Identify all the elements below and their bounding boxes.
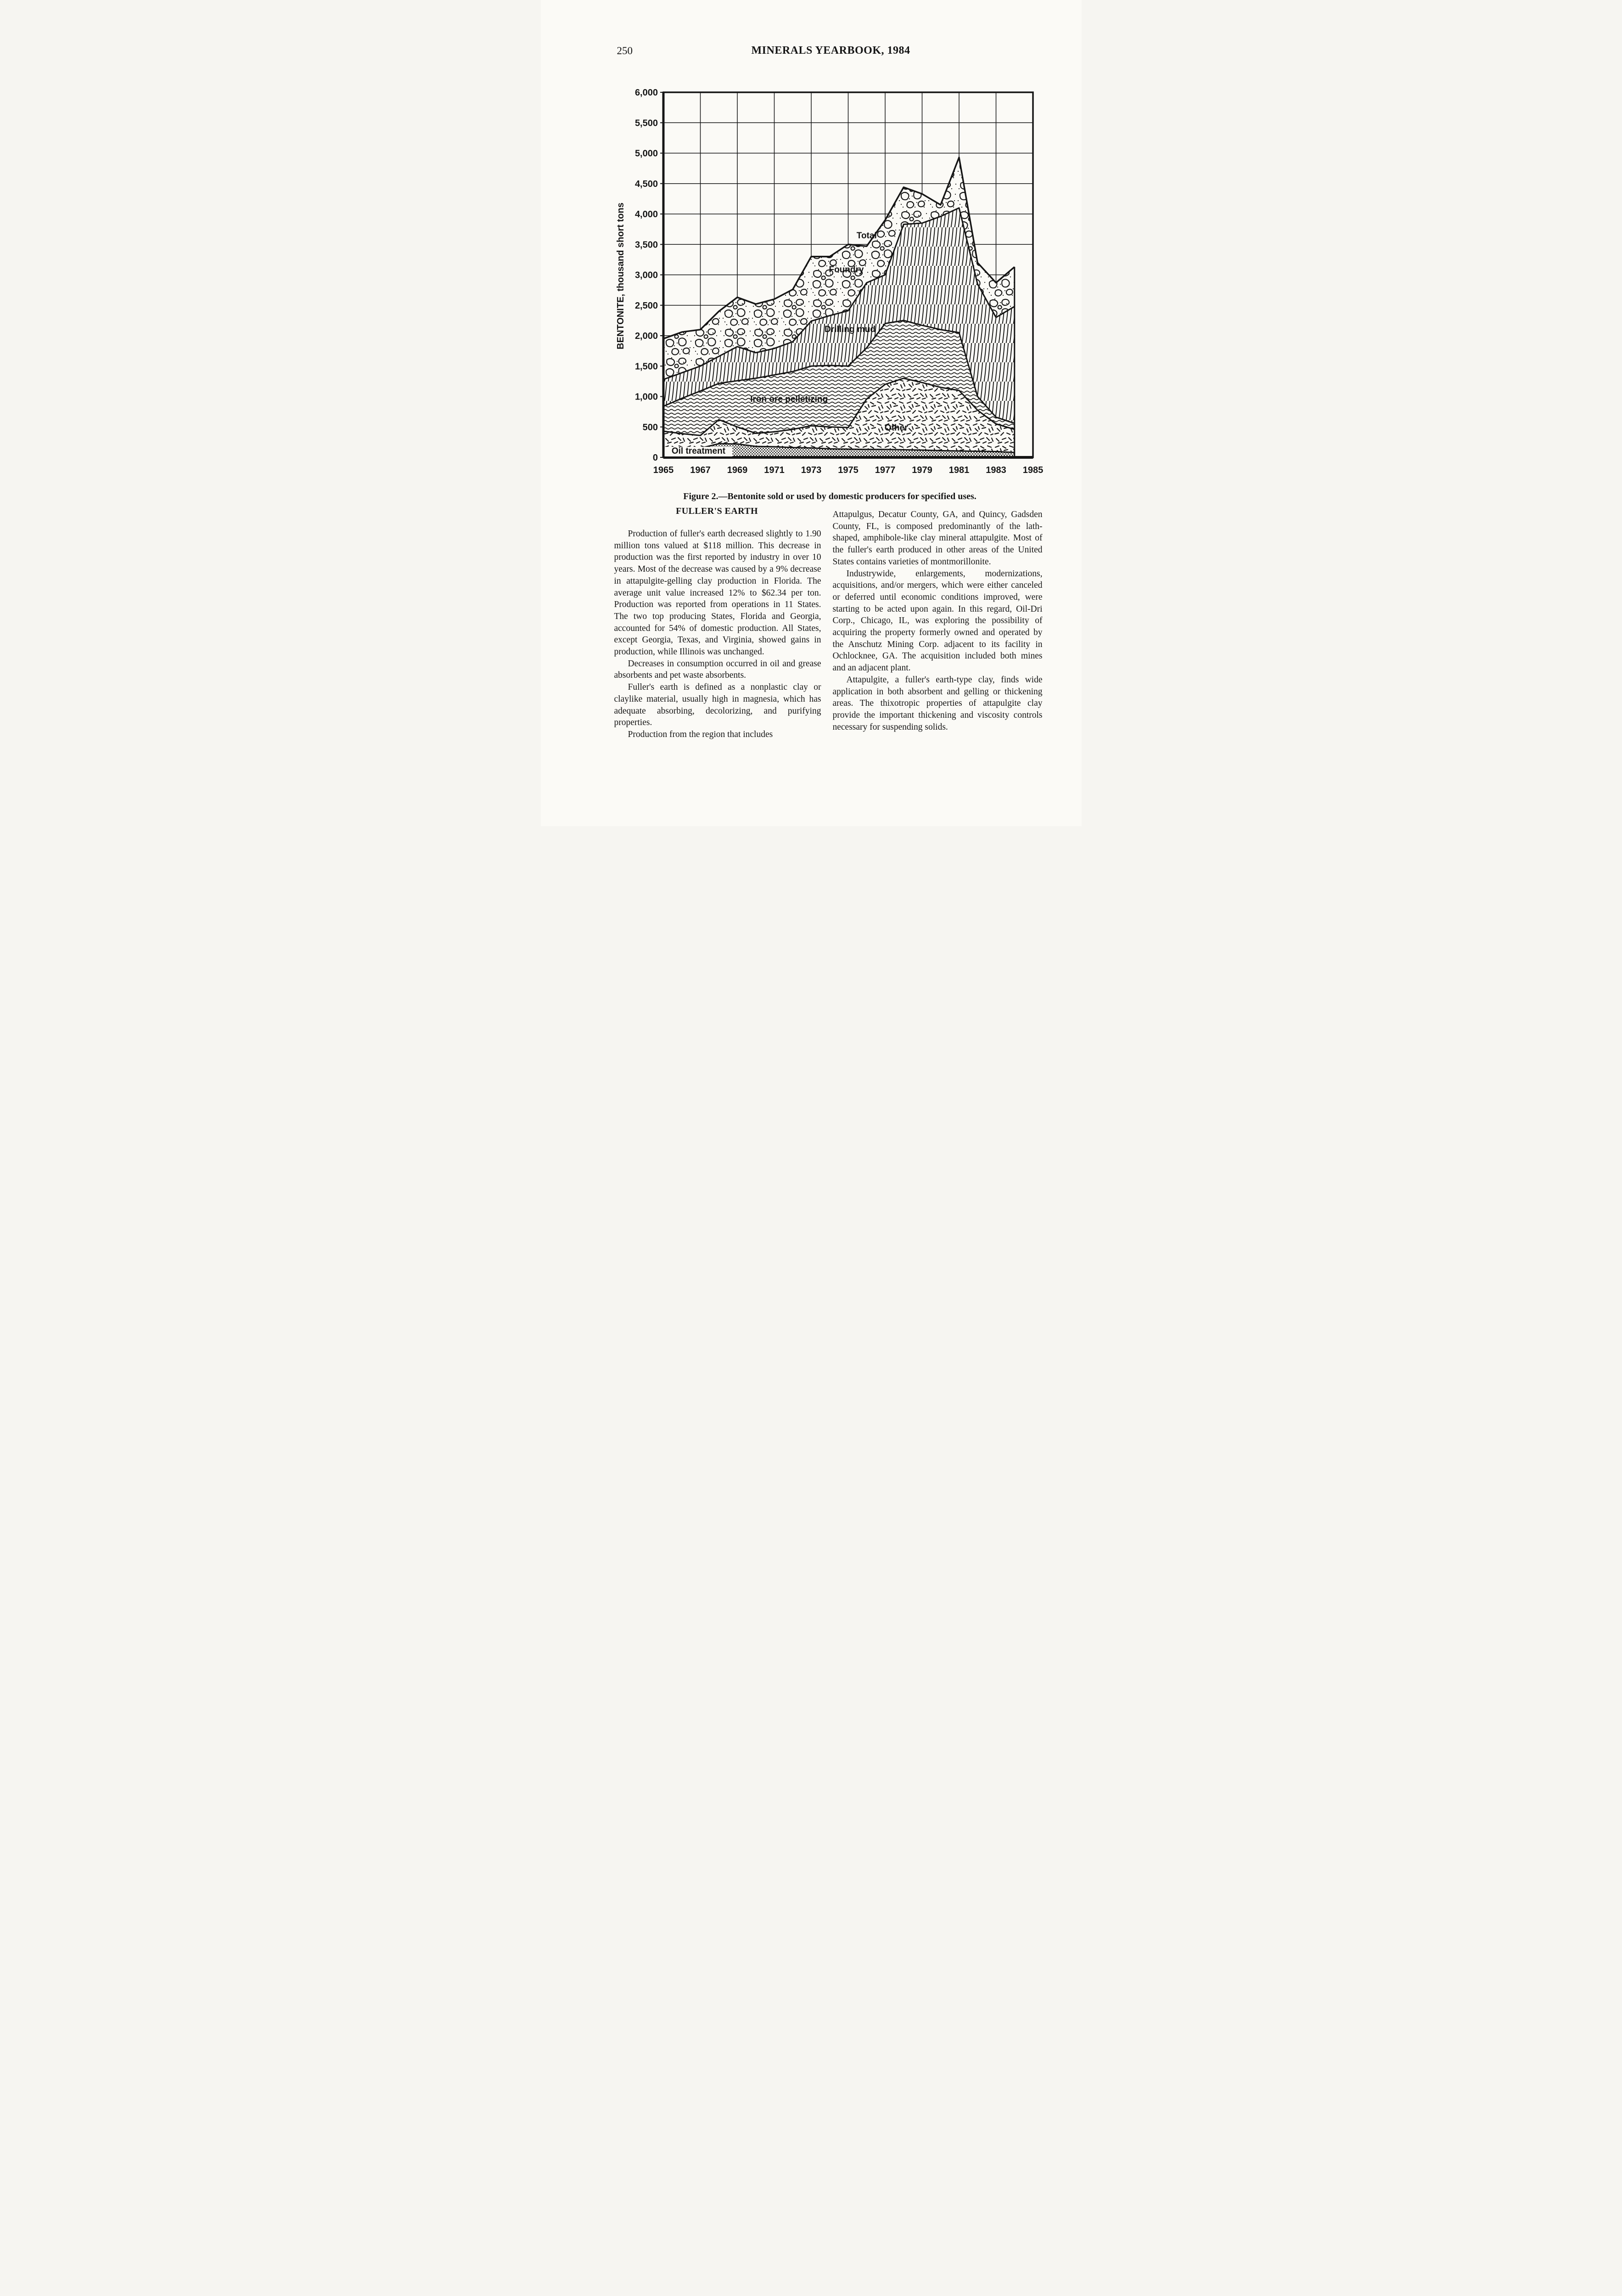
svg-text:5,500: 5,500 [634,118,657,128]
svg-text:1973: 1973 [801,465,821,475]
paragraph: Production of fuller's earth decreased s… [614,529,821,657]
y-axis: 0 500 1,000 1,500 2,000 2,500 3,000 3,500 4,000 4… [634,88,663,463]
series-label: Drilling mud [825,325,876,334]
band-pebbles [663,157,1015,380]
paragraph: Attapulgus, Decatur County, GA, and Quin… [832,510,1043,567]
series-labels: Total Foundry Drilling mud Iron ore pelleti… [664,231,908,457]
svg-text:1967: 1967 [690,465,711,475]
paragraph: Fuller's earth is defined as a nonplasti… [614,682,821,728]
svg-text:1975: 1975 [838,465,859,475]
svg-text:3,500: 3,500 [634,240,657,250]
plot-area: 0 500 1,000 1,500 2,000 2,500 3,000 3,500 4,000 4… [634,88,1043,475]
svg-text:3,000: 3,000 [634,270,657,281]
left-column: Production of fuller's earth decreased s… [614,528,821,741]
svg-text:4,000: 4,000 [634,209,657,219]
stacked-bands [663,157,1015,457]
svg-text:1971: 1971 [764,465,785,475]
page-header: MINERALS YEARBOOK, 1984 [751,45,910,56]
series-label: Oil treatment [671,446,725,456]
boundary-line [663,443,1015,453]
band-halftone [663,444,1015,457]
svg-text:1981: 1981 [949,465,969,475]
paragraph: Industrywide, enlargements, modernizatio… [832,568,1043,673]
band-confetti [663,378,1015,453]
figure-caption: Figure 2.—Bentonite sold or used by dome… [683,491,977,501]
x-axis: 1965 1967 1969 1971 1973 1975 1977 1979 1981 1983… [653,465,1043,475]
svg-text:500: 500 [642,422,657,433]
chart-svg: 0 500 1,000 1,500 2,000 2,500 3,000 3,500 4,000 4… [616,88,1043,475]
paragraph: Decreases in consumption occurred in oil… [614,658,821,681]
section-heading: FULLER'S EARTH [676,506,758,516]
svg-text:1965: 1965 [653,465,673,475]
right-column: Attapulgus, Decatur County, GA, and Quin… [833,509,1043,733]
band-waves [663,320,1015,436]
boundary-line [662,320,1015,424]
svg-text:1969: 1969 [727,465,747,475]
boundary-line [662,207,1015,380]
svg-text:1985: 1985 [1022,465,1043,475]
svg-text:5,000: 5,000 [634,149,657,159]
svg-text:1979: 1979 [912,465,932,475]
svg-text:1977: 1977 [875,465,895,475]
svg-text:1,000: 1,000 [634,392,657,402]
paragraph: Attapulgite, a fuller's earth-type clay,… [832,675,1043,732]
series-label: Total [856,231,876,241]
page-number: 250 [617,45,633,56]
y-axis-title: BENTONITE, thousand short tons [616,203,626,349]
band-hatch [663,208,1015,423]
series-label: Other [884,423,908,433]
svg-text:2,000: 2,000 [634,331,657,341]
svg-text:2,500: 2,500 [634,301,657,311]
svg-text:0: 0 [652,453,657,463]
svg-text:1,500: 1,500 [634,361,657,371]
document-page: 250 MINERALS YEARBOOK, 1984 0 500 1,000 1,5… [540,0,1082,826]
series-label: Foundry [829,265,864,275]
boundary-line [663,377,1015,436]
figure2-bentonite-chart: 0 500 1,000 1,500 2,000 2,500 3,000 3,500 4,000 4… [610,85,1050,484]
series-label: Iron ore pelletizing [750,394,828,404]
paragraph: Production from the region that includes [628,729,773,739]
total-line [662,157,1015,340]
svg-text:4,500: 4,500 [634,179,657,189]
svg-text:6,000: 6,000 [634,88,657,98]
svg-text:1983: 1983 [986,465,1006,475]
